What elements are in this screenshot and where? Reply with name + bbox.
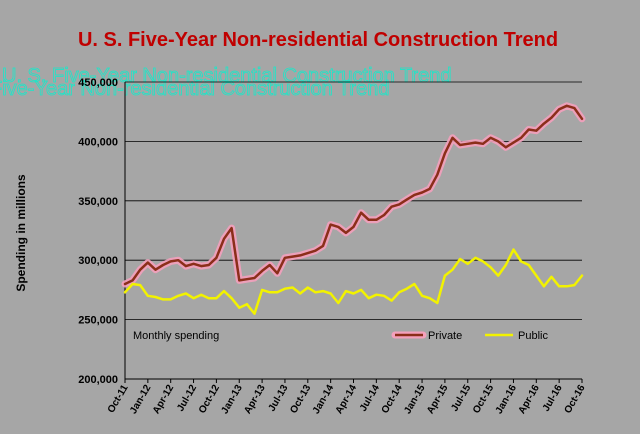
y-tick-label: 450,000 xyxy=(78,77,118,89)
x-tick-label: Jul-13 xyxy=(267,383,291,414)
x-tick-label: Apr-13 xyxy=(242,383,268,416)
y-tick-label: 250,000 xyxy=(78,315,118,327)
x-tick-label: Apr-12 xyxy=(151,383,177,416)
y-tick-label: 350,000 xyxy=(78,196,118,208)
y-tick-label: 400,000 xyxy=(78,136,118,148)
x-tick-label: Jan-12 xyxy=(128,383,154,416)
x-tick-label: Jan-14 xyxy=(311,383,337,416)
x-tick-label: Jul-15 xyxy=(449,383,473,414)
x-tick-label: Jul-14 xyxy=(358,383,382,414)
x-tick-label: Jul-16 xyxy=(541,383,565,414)
x-tick-label: Apr-14 xyxy=(334,383,360,416)
x-tick-label: Oct-16 xyxy=(563,383,588,416)
series-public-line xyxy=(123,248,584,315)
legend: Private Public xyxy=(391,330,548,342)
chart-title: U. S. Five-Year Non-residential Construc… xyxy=(78,29,558,51)
annotation-monthly-spending: Monthly spending xyxy=(133,330,219,342)
series-lines xyxy=(121,102,586,315)
x-tick-label: Apr-16 xyxy=(517,383,543,416)
series-private-line xyxy=(123,104,584,286)
x-tick-label: Oct-11 xyxy=(106,383,131,415)
y-tick-labels: 200,000 250,000 300,000 350,000 400,000 450,0… xyxy=(78,77,118,386)
x-tick-label: Jan-15 xyxy=(402,383,428,416)
y-tick-label: 300,000 xyxy=(78,255,118,267)
x-tick-label: Jul-12 xyxy=(175,383,199,414)
chart-title-ghost-2: U. S. Five-Year Non-residential Construc… xyxy=(0,78,389,100)
y-axis-label: Spending in millions xyxy=(14,174,28,292)
y-tick-label: 200,000 xyxy=(78,374,118,386)
x-tick-labels: Oct-11Jan-12Apr-12Jul-12Oct-12Jan-13Apr-… xyxy=(106,379,588,416)
legend-private-label: Private xyxy=(428,330,462,342)
x-tick-label: Apr-15 xyxy=(425,383,451,416)
x-tick-label: Jan-16 xyxy=(494,383,520,416)
legend-public-label: Public xyxy=(518,330,548,342)
x-tick-label: Jan-13 xyxy=(219,383,245,416)
